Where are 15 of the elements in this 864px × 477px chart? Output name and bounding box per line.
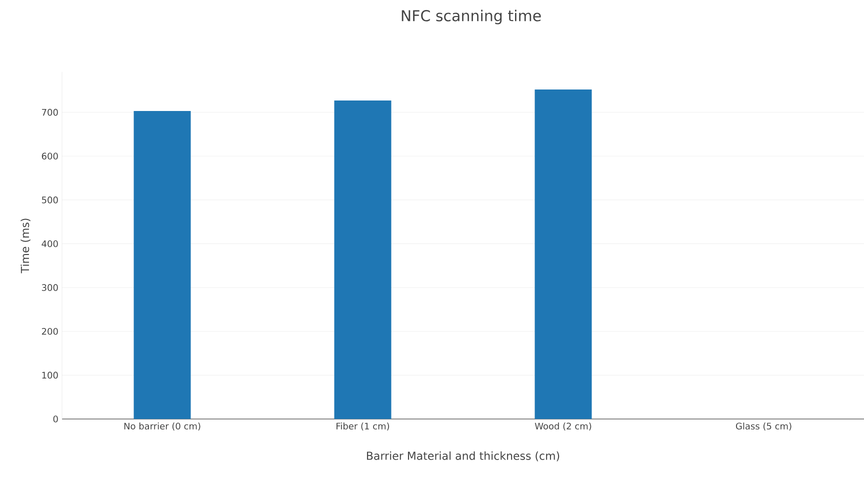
chart-title: NFC scanning time [402, 10, 541, 24]
x-tick-label: Glass (5 cm) [736, 422, 792, 431]
x-tick-label: Wood (2 cm) [534, 422, 592, 431]
y-tick-label: 200 [42, 328, 58, 335]
y-tick-label: 500 [42, 196, 58, 204]
y-tick-label: 700 [42, 108, 58, 116]
y-tick-label: 0 [53, 416, 58, 422]
x-tick-label: No barrier (0 cm) [124, 422, 200, 431]
x-tick-label: Fiber (1 cm) [336, 422, 390, 431]
y-axis-title: Time (ms) [20, 218, 30, 274]
y-tick-label: 400 [42, 240, 58, 248]
x-axis-title: Barrier Material and thickness (cm) [367, 451, 560, 462]
y-tick-label: 100 [42, 372, 58, 379]
y-tick-label: 300 [42, 284, 58, 291]
y-tick-label: 600 [42, 152, 58, 160]
